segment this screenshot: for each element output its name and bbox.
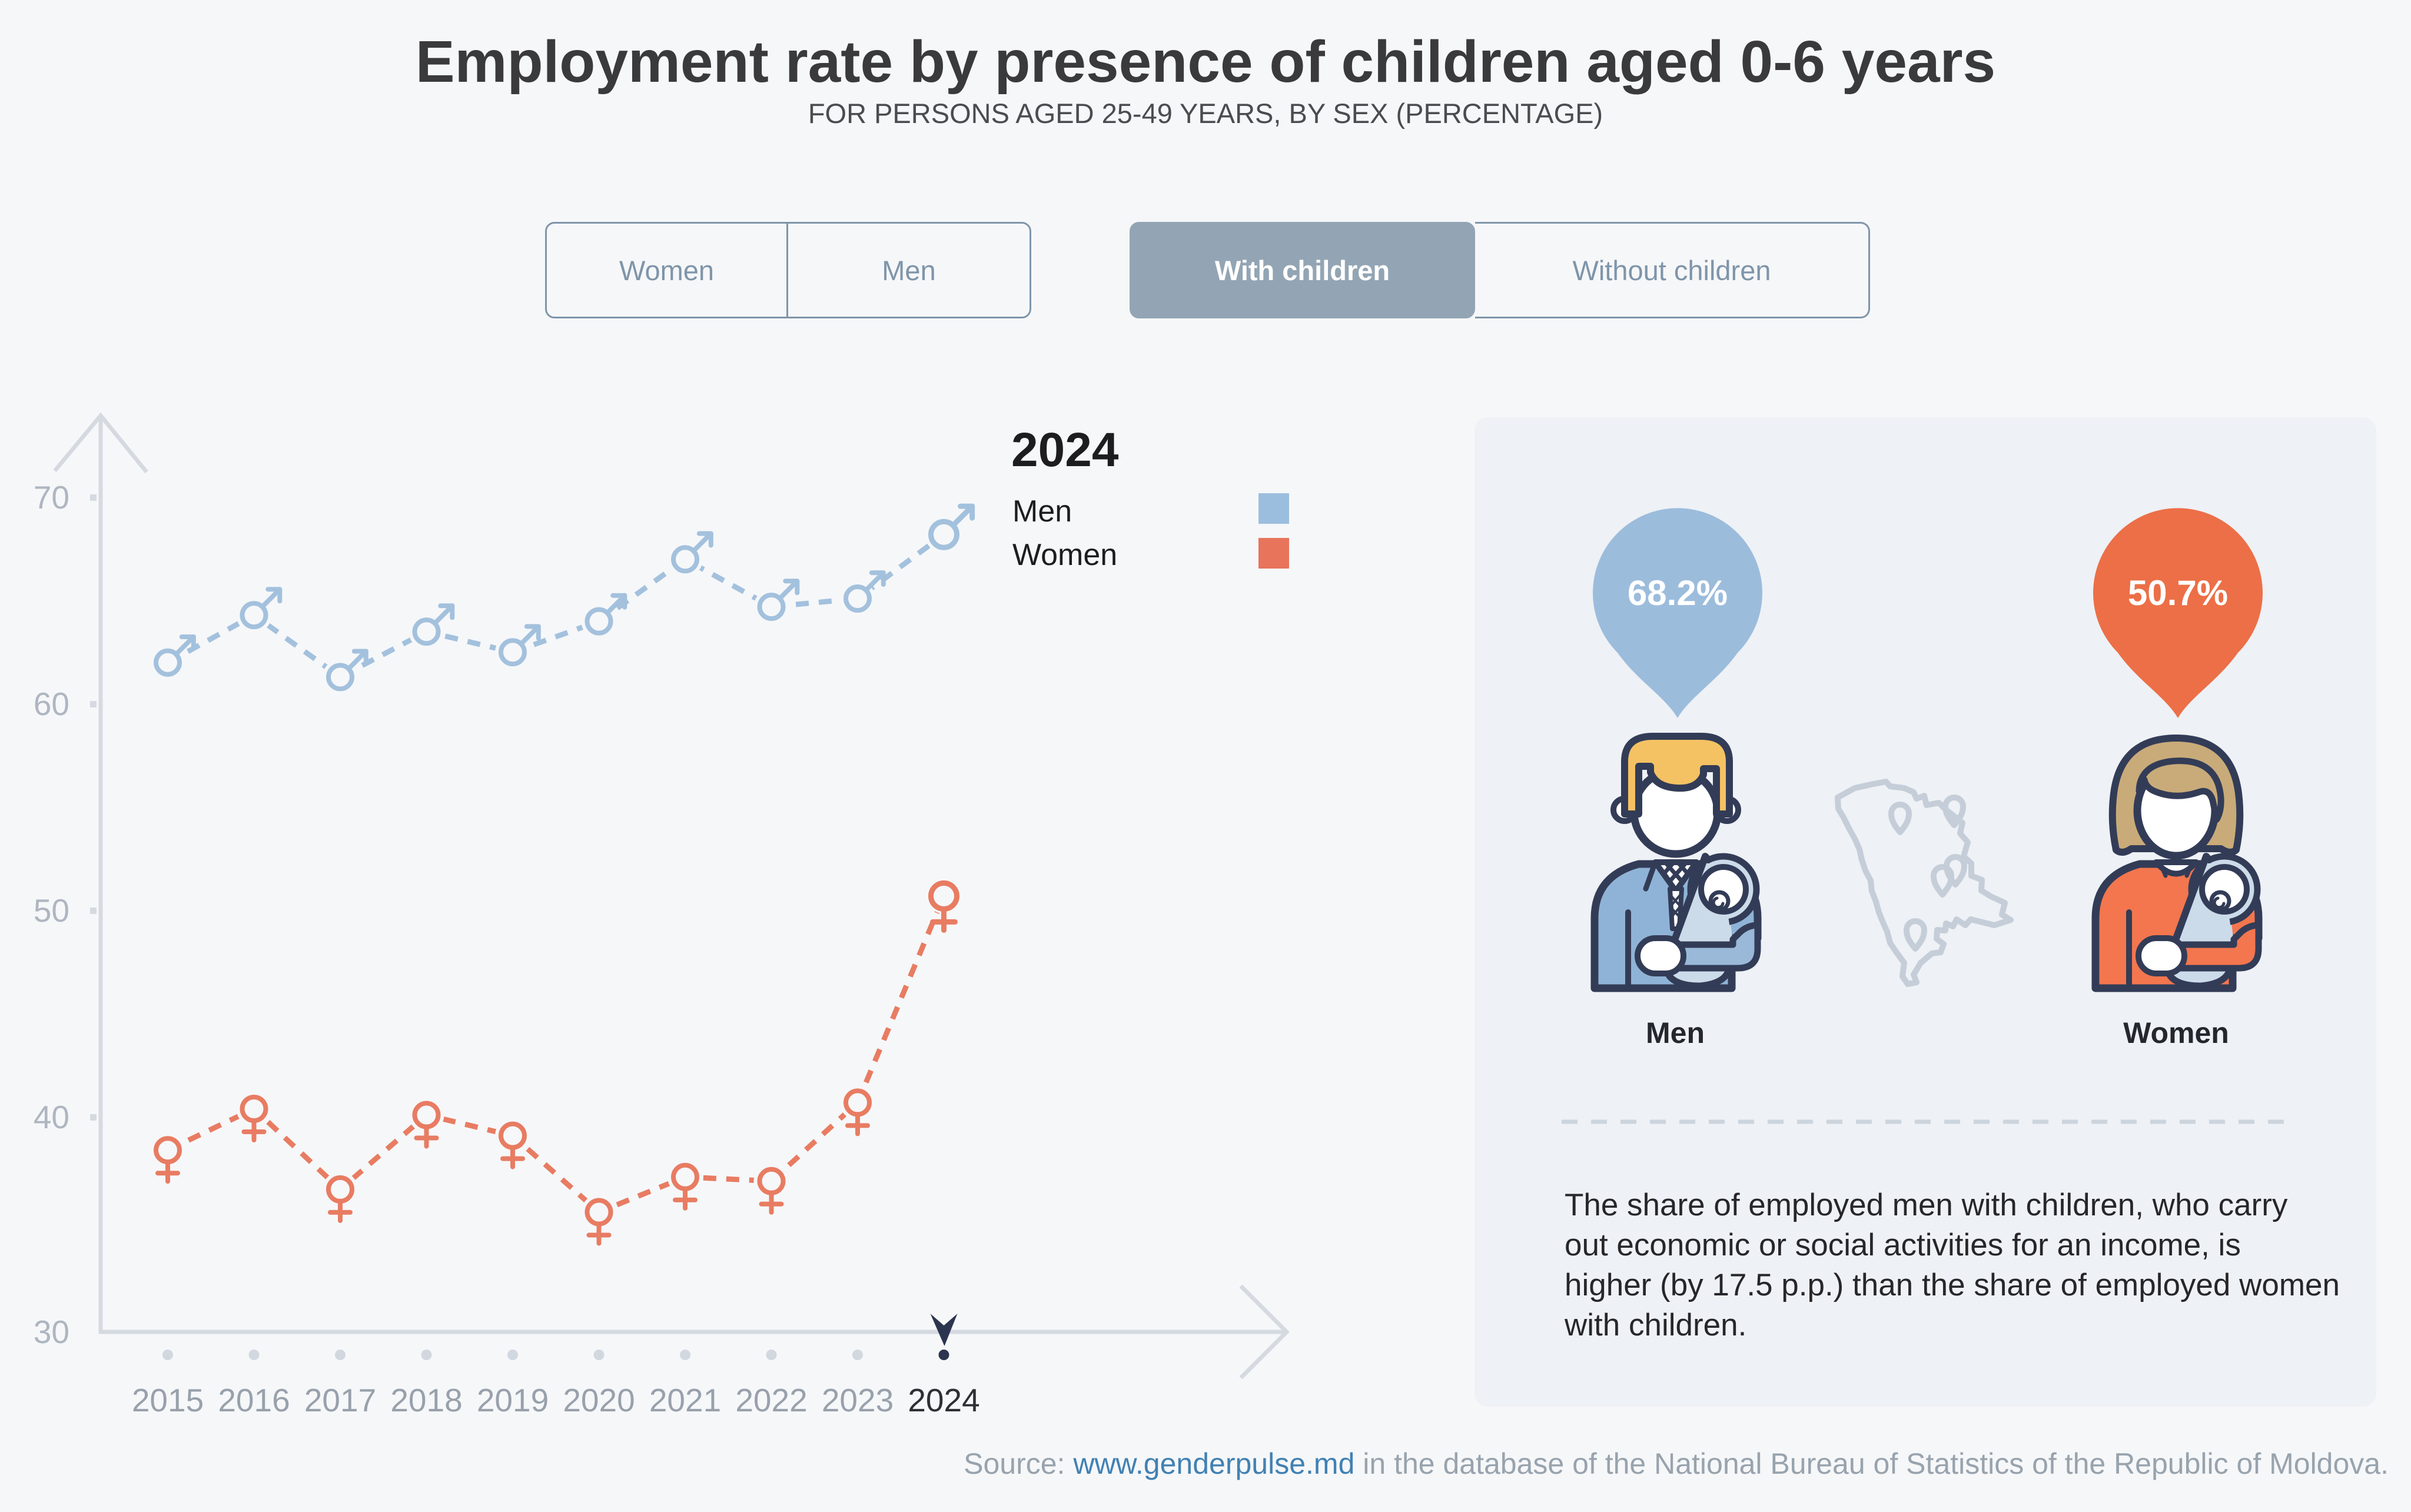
svg-text:2016: 2016 (218, 1382, 290, 1418)
svg-text:2017: 2017 (304, 1382, 376, 1418)
svg-text:60: 60 (34, 686, 69, 722)
svg-text:2020: 2020 (563, 1382, 635, 1418)
svg-text:30: 30 (34, 1314, 69, 1350)
svg-text:2015: 2015 (132, 1382, 204, 1418)
svg-text:2019: 2019 (477, 1382, 549, 1418)
svg-text:2022: 2022 (735, 1382, 807, 1418)
svg-text:Women: Women (1012, 538, 1117, 572)
svg-text:50.7%: 50.7% (2128, 573, 2228, 613)
svg-text:2018: 2018 (390, 1382, 462, 1418)
svg-text:Men: Men (1012, 494, 1072, 529)
svg-text:2021: 2021 (649, 1382, 721, 1418)
svg-text:40: 40 (34, 1099, 69, 1135)
svg-text:2023: 2023 (822, 1382, 894, 1418)
svg-text:68.2%: 68.2% (1628, 573, 1728, 613)
svg-text:70: 70 (34, 479, 69, 516)
svg-text:2024: 2024 (1011, 423, 1119, 477)
svg-text:2024: 2024 (908, 1382, 979, 1418)
svg-text:50: 50 (34, 892, 69, 929)
